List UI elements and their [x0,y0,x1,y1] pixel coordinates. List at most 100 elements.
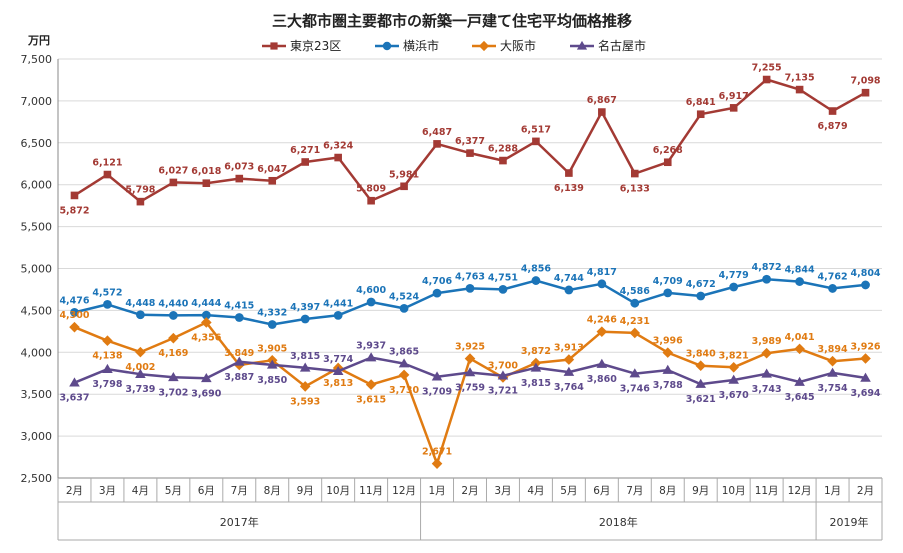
data-label: 3,645 [785,392,815,403]
data-label: 4,397 [290,302,320,313]
data-point [629,368,641,378]
data-label: 3,702 [158,387,188,398]
y-tick-label: 5,000 [21,263,53,276]
data-point [497,370,509,380]
data-label: 4,440 [158,298,188,309]
data-point [233,356,245,366]
data-label: 3,709 [422,387,452,398]
data-label: 3,721 [488,386,518,397]
data-point [201,310,211,320]
data-label: 6,073 [224,162,254,173]
data-point [365,352,377,362]
data-label: 7,098 [850,76,880,87]
data-label: 3,788 [653,380,683,391]
data-label: 4,762 [818,271,848,282]
legend-marker [478,40,490,52]
data-point [299,381,311,392]
data-point [366,297,376,307]
year-label: 2019年 [830,515,869,529]
data-point [795,85,804,94]
data-label: 3,813 [323,378,353,389]
data-point [761,368,772,378]
data-point [70,308,79,317]
legend-marker [270,42,278,50]
data-label: 3,670 [719,390,749,401]
data-label: 4,356 [191,332,221,343]
data-point [762,274,772,284]
data-label: 6,268 [653,145,683,156]
x-tick-label: 10月 [326,485,350,497]
data-label: 3,887 [224,372,254,383]
data-point [762,75,771,84]
x-tick-label: 4月 [527,485,544,497]
data-label: 4,169 [158,348,188,359]
x-tick-label: 1月 [824,485,841,497]
data-label: 4,448 [125,298,155,309]
data-label: 4,872 [752,262,782,273]
data-label: 3,989 [752,336,782,347]
data-label: 6,288 [488,144,518,155]
data-point [663,288,673,298]
y-tick-label: 4,000 [21,346,53,359]
x-tick-label: 11月 [755,485,779,497]
data-point [201,372,212,383]
data-point [563,354,575,365]
data-point [432,288,442,298]
data-point [136,197,145,206]
data-point [268,176,277,185]
data-label: 3,764 [554,382,584,393]
data-label: 3,637 [59,393,89,404]
data-label: 4,444 [191,298,221,309]
x-tick-label: 6月 [198,485,215,497]
data-point [695,378,707,388]
data-point [69,377,80,387]
data-label: 6,841 [686,97,716,108]
data-point [365,379,377,390]
data-label: 6,139 [554,183,584,194]
data-point [597,279,607,289]
data-point [563,366,575,376]
data-label: 4,415 [224,301,254,312]
data-point [267,320,277,329]
data-label: 3,815 [521,378,551,389]
data-point [860,353,871,364]
y-tick-label: 5,500 [21,221,53,234]
y-tick-label: 3,500 [21,388,53,401]
data-label: 3,937 [356,341,386,352]
data-label: 6,487 [422,127,452,138]
data-label: 4,586 [620,286,650,297]
y-axis-unit-label: 万円 [27,34,50,47]
data-point [531,276,541,285]
data-label: 3,694 [850,388,880,399]
data-label: 4,441 [323,298,353,309]
data-label: 3,593 [290,396,320,407]
data-label: 4,600 [356,285,386,296]
data-point [300,314,310,324]
data-point [332,365,344,376]
data-point [860,372,871,382]
data-point [631,169,639,178]
legend-entry: 大阪市 [500,38,536,53]
data-point [464,353,476,364]
x-tick-label: 2月 [857,485,874,497]
data-label: 4,300 [59,310,89,321]
data-label: 3,798 [92,379,122,390]
data-label: 4,246 [587,315,617,326]
x-tick-label: 8月 [264,485,281,497]
data-label: 4,744 [554,273,584,284]
data-point [301,158,309,166]
data-label: 6,517 [521,124,551,135]
data-label: 6,879 [818,121,848,132]
data-label: 3,759 [455,382,485,393]
data-label: 3,615 [356,395,386,406]
data-point [564,285,574,295]
data-point [696,291,706,301]
data-label: 4,231 [620,316,650,327]
x-tick-label: 2月 [461,485,478,497]
data-label: 3,746 [620,384,650,395]
data-point [662,364,674,374]
data-point [465,283,475,293]
data-label: 3,621 [686,394,716,405]
x-tick-label: 12月 [788,485,812,497]
